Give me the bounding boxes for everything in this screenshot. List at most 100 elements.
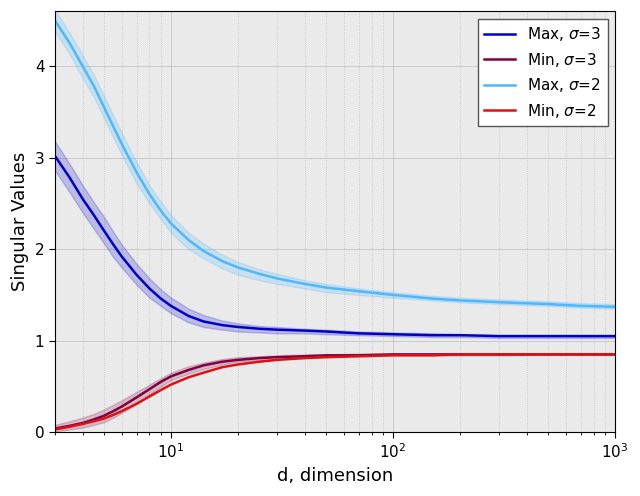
X-axis label: d, dimension: d, dimension — [277, 467, 393, 485]
Min, $\sigma$=3 — [218, 359, 226, 365]
Min, $\sigma$=2 — [200, 370, 207, 375]
Y-axis label: Singular Values: Singular Values — [11, 152, 29, 291]
Min, $\sigma$=3 — [323, 352, 330, 358]
Max, $\sigma$=3 — [118, 253, 125, 259]
Min, $\sigma$=2 — [389, 352, 397, 358]
Min, $\sigma$=2 — [51, 427, 59, 433]
Min, $\sigma$=2 — [577, 352, 584, 358]
Max, $\sigma$=3 — [389, 331, 397, 337]
Max, $\sigma$=3 — [355, 330, 362, 336]
Min, $\sigma$=2 — [456, 352, 464, 358]
Min, $\sigma$=3 — [118, 404, 125, 410]
Min, $\sigma$=2 — [495, 352, 503, 358]
Max, $\sigma$=3 — [79, 196, 86, 202]
Max, $\sigma$=2 — [323, 285, 330, 291]
Line: Max, $\sigma$=2: Max, $\sigma$=2 — [55, 20, 615, 307]
Max, $\sigma$=3 — [51, 153, 59, 159]
Min, $\sigma$=3 — [185, 367, 193, 373]
Max, $\sigma$=3 — [273, 327, 281, 333]
Min, $\sigma$=2 — [545, 352, 552, 358]
Min, $\sigma$=2 — [611, 352, 619, 358]
Min, $\sigma$=2 — [273, 357, 281, 363]
Max, $\sigma$=3 — [66, 175, 74, 181]
Min, $\sigma$=3 — [109, 408, 117, 414]
Max, $\sigma$=3 — [301, 328, 308, 334]
Min, $\sigma$=2 — [428, 352, 436, 358]
Min, $\sigma$=2 — [234, 362, 242, 368]
Min, $\sigma$=3 — [495, 352, 503, 358]
Line: Max, $\sigma$=3: Max, $\sigma$=3 — [55, 156, 615, 336]
Max, $\sigma$=3 — [185, 313, 193, 319]
Min, $\sigma$=2 — [157, 387, 164, 393]
Max, $\sigma$=2 — [157, 208, 164, 214]
Max, $\sigma$=2 — [100, 104, 108, 110]
Line: Min, $\sigma$=3: Min, $\sigma$=3 — [55, 355, 615, 429]
Min, $\sigma$=3 — [90, 417, 98, 423]
Max, $\sigma$=3 — [456, 332, 464, 338]
Line: Min, $\sigma$=2: Min, $\sigma$=2 — [55, 355, 615, 430]
Min, $\sigma$=3 — [200, 363, 207, 369]
Max, $\sigma$=2 — [118, 141, 125, 147]
Min, $\sigma$=3 — [255, 355, 263, 361]
Max, $\sigma$=2 — [301, 281, 308, 287]
Max, $\sigma$=3 — [157, 296, 164, 302]
Max, $\sigma$=3 — [167, 303, 175, 309]
Max, $\sigma$=2 — [90, 83, 98, 89]
Min, $\sigma$=3 — [157, 379, 164, 385]
Min, $\sigma$=3 — [611, 352, 619, 358]
Min, $\sigma$=3 — [545, 352, 552, 358]
Max, $\sigma$=3 — [255, 326, 263, 332]
Min, $\sigma$=3 — [167, 373, 175, 379]
Min, $\sigma$=3 — [79, 420, 86, 426]
Min, $\sigma$=2 — [185, 374, 193, 380]
Max, $\sigma$=2 — [255, 271, 263, 277]
Max, $\sigma$=2 — [611, 304, 619, 310]
Max, $\sigma$=2 — [495, 299, 503, 305]
Max, $\sigma$=2 — [545, 301, 552, 307]
Min, $\sigma$=3 — [389, 352, 397, 358]
Min, $\sigma$=2 — [218, 364, 226, 370]
Max, $\sigma$=2 — [79, 63, 86, 69]
Min, $\sigma$=2 — [100, 416, 108, 422]
Min, $\sigma$=2 — [90, 418, 98, 424]
Max, $\sigma$=2 — [389, 292, 397, 298]
Min, $\sigma$=3 — [51, 426, 59, 432]
Max, $\sigma$=2 — [218, 258, 226, 264]
Min, $\sigma$=3 — [234, 357, 242, 363]
Max, $\sigma$=2 — [185, 237, 193, 243]
Min, $\sigma$=3 — [146, 386, 154, 392]
Max, $\sigma$=3 — [611, 333, 619, 339]
Max, $\sigma$=2 — [109, 124, 117, 129]
Max, $\sigma$=3 — [577, 333, 584, 339]
Max, $\sigma$=2 — [51, 17, 59, 23]
Max, $\sigma$=2 — [200, 248, 207, 254]
Legend: Max, $\sigma$=3, Min, $\sigma$=3, Max, $\sigma$=2, Min, $\sigma$=2: Max, $\sigma$=3, Min, $\sigma$=3, Max, $… — [478, 19, 607, 126]
Max, $\sigma$=2 — [167, 221, 175, 227]
Min, $\sigma$=3 — [577, 352, 584, 358]
Max, $\sigma$=3 — [100, 228, 108, 234]
Max, $\sigma$=2 — [456, 298, 464, 304]
Min, $\sigma$=3 — [66, 423, 74, 429]
Min, $\sigma$=2 — [79, 421, 86, 427]
Min, $\sigma$=3 — [132, 394, 140, 400]
Max, $\sigma$=3 — [132, 272, 140, 278]
Max, $\sigma$=2 — [146, 191, 154, 197]
Max, $\sigma$=3 — [218, 322, 226, 328]
Max, $\sigma$=3 — [495, 333, 503, 339]
Min, $\sigma$=2 — [323, 354, 330, 360]
Min, $\sigma$=3 — [355, 352, 362, 358]
Min, $\sigma$=2 — [355, 353, 362, 359]
Max, $\sigma$=3 — [428, 332, 436, 338]
Min, $\sigma$=2 — [301, 355, 308, 361]
Max, $\sigma$=3 — [146, 286, 154, 292]
Max, $\sigma$=2 — [428, 296, 436, 302]
Max, $\sigma$=2 — [234, 264, 242, 270]
Max, $\sigma$=2 — [273, 275, 281, 281]
Min, $\sigma$=3 — [100, 413, 108, 419]
Min, $\sigma$=2 — [132, 401, 140, 407]
Min, $\sigma$=2 — [66, 424, 74, 430]
Max, $\sigma$=3 — [109, 242, 117, 248]
Min, $\sigma$=2 — [146, 393, 154, 399]
Max, $\sigma$=3 — [90, 212, 98, 218]
Min, $\sigma$=2 — [167, 381, 175, 387]
